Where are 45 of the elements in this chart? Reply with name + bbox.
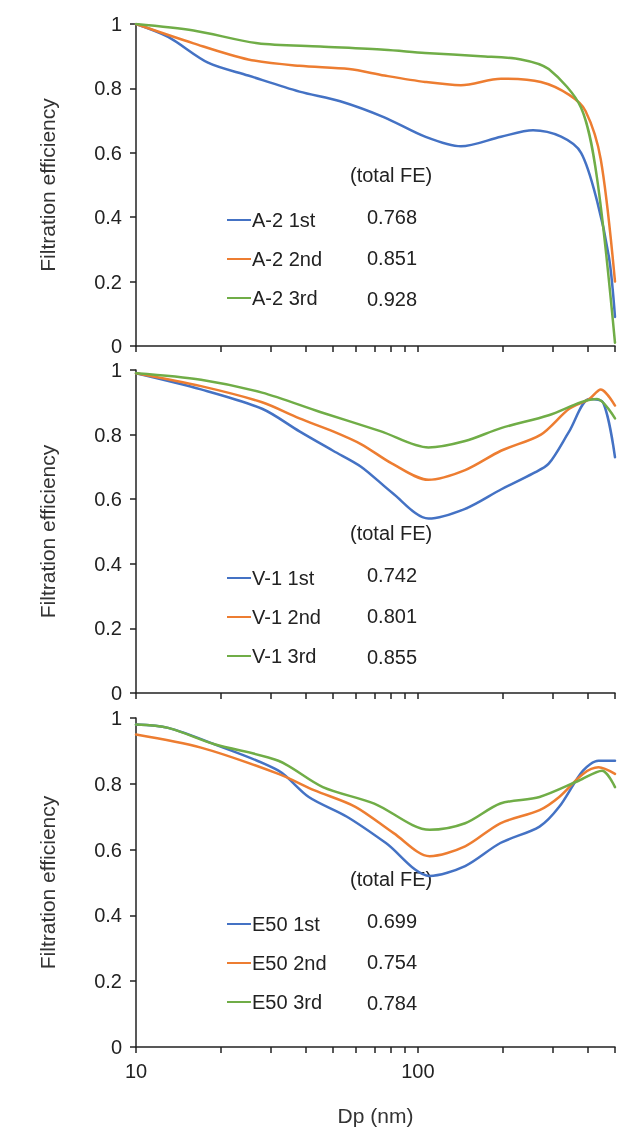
legend-title: (total FE)	[350, 868, 433, 890]
legend-label: A-2 1st	[252, 209, 316, 231]
x-tick-label: 10	[124, 1060, 148, 1082]
y-tick-label: 1	[110, 359, 122, 381]
x-tick-label: 100	[401, 1060, 435, 1082]
legend-title: (total FE)	[350, 522, 433, 544]
annotation: 0.768	[367, 206, 418, 228]
annotation: 0.851	[367, 247, 418, 269]
legend-title: (total FE)	[350, 164, 433, 186]
legend-label: E50 3rd	[252, 991, 323, 1013]
y-axis-title: Filtration efficiency	[36, 444, 59, 619]
annotation: 0.784	[367, 992, 418, 1014]
legend-label: V-1 2nd	[252, 606, 321, 628]
y-tick-label: 0.4	[94, 904, 122, 927]
annotation: 0.801	[367, 605, 418, 627]
y-tick-label: 0	[110, 335, 122, 357]
y-tick-label: 0.8	[94, 772, 122, 795]
y-tick-label: 0.8	[94, 423, 122, 446]
y-tick-label: 0.6	[94, 838, 122, 861]
y-tick-label: 0.8	[94, 77, 122, 100]
legend-label: A-2 2nd	[252, 248, 323, 270]
y-tick-label: 0.4	[94, 552, 122, 575]
annotation: 0.742	[367, 564, 418, 586]
legend-label: V-1 1st	[252, 567, 315, 589]
legend-label: V-1 3rd	[252, 645, 317, 667]
annotation: 0.754	[367, 951, 418, 973]
legend-label: A-2 3rd	[252, 287, 318, 309]
y-tick-label: 0.2	[94, 270, 122, 293]
y-tick-label: 0.2	[94, 970, 122, 993]
x-axis-title: Dp (nm)	[337, 1104, 414, 1127]
y-tick-label: 0.2	[94, 617, 122, 640]
annotation: 0.855	[367, 646, 418, 668]
y-axis-title: Filtration efficiency	[36, 97, 59, 272]
y-tick-label: 0.6	[94, 488, 122, 511]
y-tick-label: 0	[110, 682, 122, 704]
annotation: 0.928	[367, 288, 418, 310]
y-tick-label: 0.6	[94, 141, 122, 164]
annotation: 0.699	[367, 910, 418, 932]
legend-label: E50 2nd	[252, 952, 327, 974]
y-tick-label: 0	[110, 1036, 122, 1058]
y-tick-label: 0.4	[94, 206, 122, 229]
y-axis-title: Filtration efficiency	[36, 795, 59, 970]
y-tick-label: 1	[110, 707, 122, 729]
legend-label: E50 1st	[252, 913, 321, 935]
y-tick-label: 1	[110, 13, 122, 35]
